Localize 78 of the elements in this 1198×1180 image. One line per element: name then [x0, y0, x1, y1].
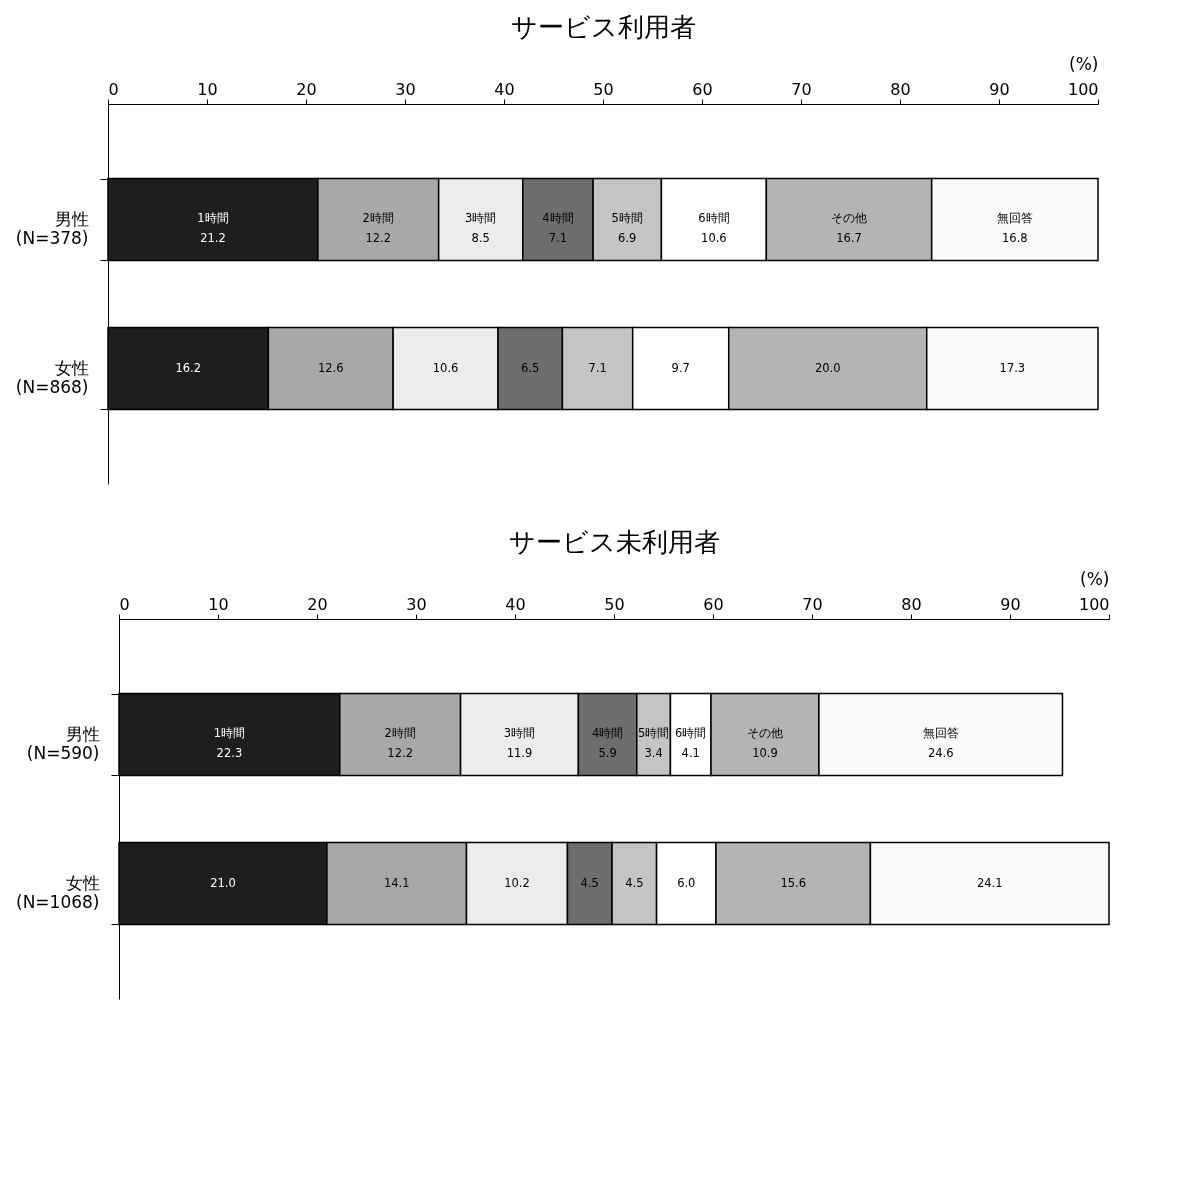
x-tick-label: 30: [395, 79, 416, 99]
x-tick-label: 10: [197, 79, 218, 99]
x-tick-label: 60: [703, 594, 724, 614]
x-tick-label: 30: [406, 594, 427, 614]
x-tick-label: 90: [1000, 594, 1021, 614]
x-tick-label: 20: [296, 79, 317, 99]
data-label: 12.6: [317, 360, 344, 375]
series-label: 5時間: [637, 726, 670, 741]
series-label: 3時間: [503, 726, 536, 741]
data-label: 17.3: [999, 360, 1026, 375]
x-tick-label: 50: [593, 79, 614, 99]
series-label: その他: [746, 726, 783, 741]
data-label: 16.7: [836, 231, 862, 246]
data-label: 24.6: [927, 746, 954, 761]
x-tick-label: 80: [890, 79, 911, 99]
series-label: 無回答: [996, 211, 1033, 226]
x-tick-label: 80: [901, 594, 922, 614]
series-label: 5時間: [611, 211, 643, 226]
x-tick-label: 0: [119, 594, 130, 614]
data-label: 15.6: [780, 875, 806, 890]
data-label: 3.4: [644, 746, 663, 761]
chart-title: サービス利用者: [510, 12, 696, 42]
data-label: 7.1: [588, 360, 607, 375]
data-label: 4.1: [681, 746, 700, 761]
x-tick-label: 100: [1067, 79, 1099, 99]
y-tick-label: 女性 (N=1068): [16, 873, 100, 913]
x-tick-label: 70: [791, 79, 812, 99]
data-label: 8.5: [471, 231, 490, 246]
series-label: 4時間: [591, 726, 624, 741]
data-label: 16.8: [1002, 231, 1028, 246]
x-axis-title: (%): [1080, 568, 1110, 589]
data-label: 6.0: [677, 875, 696, 890]
y-tick-label: 女性 (N=868): [15, 358, 89, 398]
x-axis-title: (%): [1069, 53, 1099, 74]
series-label: 無回答: [922, 726, 959, 741]
series-label: 6時間: [698, 211, 730, 226]
series-label: 1時間: [213, 726, 246, 741]
x-tick-label: 60: [692, 79, 713, 99]
data-label: 12.2: [387, 746, 413, 761]
x-tick-label: 10: [208, 594, 229, 614]
x-tick-label: 100: [1078, 594, 1110, 614]
data-label: 10.6: [701, 231, 727, 246]
data-label: 12.2: [365, 231, 392, 246]
x-tick-label: 20: [307, 594, 328, 614]
data-label: 21.0: [210, 875, 236, 890]
series-label: 6時間: [675, 726, 707, 741]
series-label: 2時間: [384, 726, 416, 741]
data-label: 22.3: [216, 746, 243, 761]
series-label: 2時間: [362, 211, 394, 226]
data-label: 21.2: [200, 231, 226, 246]
data-label: 24.1: [976, 875, 1003, 890]
data-label: 4.5: [580, 875, 599, 890]
x-tick-label: 50: [604, 594, 625, 614]
data-label: 20.0: [814, 360, 841, 375]
data-label: 9.7: [671, 360, 690, 375]
x-tick-label: 0: [108, 79, 119, 99]
series-label: 4時間: [542, 211, 574, 226]
data-label: 4.5: [625, 875, 644, 890]
x-tick-label: 40: [505, 594, 526, 614]
x-tick-label: 40: [494, 79, 515, 99]
data-label: 11.9: [506, 746, 533, 761]
data-label: 10.9: [752, 746, 778, 761]
data-label: 10.6: [432, 360, 459, 375]
data-label: 14.1: [383, 875, 410, 890]
series-label: 3時間: [465, 211, 497, 226]
series-label: その他: [831, 211, 868, 226]
data-label: 6.9: [618, 231, 637, 246]
series-label: 1時間: [197, 211, 229, 226]
x-tick-label: 90: [989, 79, 1010, 99]
x-tick-label: 70: [802, 594, 823, 614]
data-label: 10.2: [504, 875, 530, 890]
y-tick-label: 男性 (N=378): [15, 208, 89, 248]
data-label: 7.1: [548, 231, 568, 246]
data-label: 16.2: [175, 360, 201, 375]
data-label: 6.5: [521, 360, 540, 375]
chart-title: サービス未利用者: [508, 527, 720, 557]
data-label: 5.9: [598, 746, 617, 761]
y-tick-label: 男性 (N=590): [26, 723, 100, 763]
